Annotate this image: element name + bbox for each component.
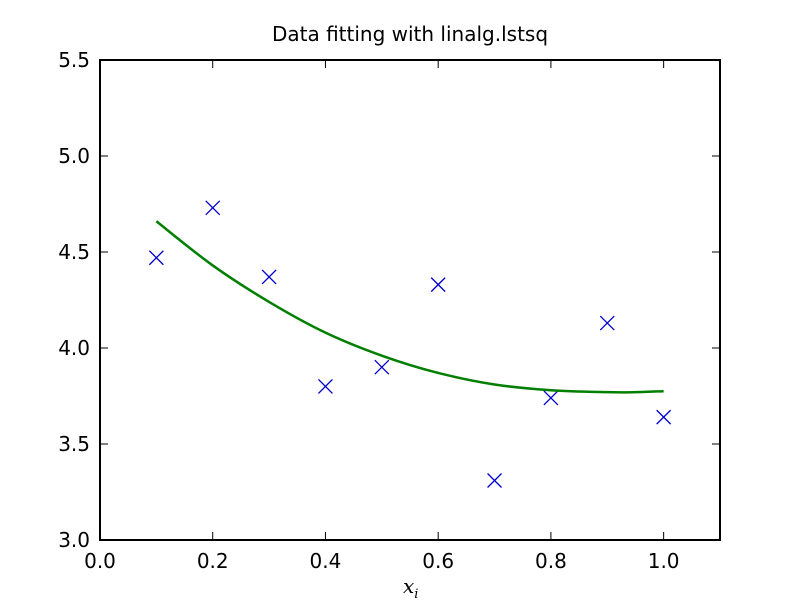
- data-point: [261, 269, 277, 285]
- y-tick-label: 5.5: [58, 48, 90, 72]
- x-tick-label: 0.0: [84, 549, 116, 573]
- x-axis: 0.0 0.2 0.4 0.6 0.8 1.0: [84, 60, 680, 573]
- data-point: [487, 473, 503, 488]
- chart-title: Data fitting with linalg.lstsq: [272, 22, 548, 46]
- y-axis: 3.0 3.5 4.0 4.5 5.0 5.5: [58, 48, 720, 552]
- x-tick-label: 0.6: [422, 549, 454, 573]
- plot-area: [148, 200, 672, 488]
- x-tick-label: 0.2: [197, 549, 229, 573]
- x-axis-label: xi: [403, 574, 418, 600]
- axes-frame: [99, 59, 721, 541]
- y-tick-label: 4.0: [58, 336, 90, 360]
- data-point: [374, 359, 390, 375]
- data-point: [317, 378, 333, 394]
- y-tick-label: 4.5: [58, 240, 90, 264]
- data-point: [205, 200, 221, 216]
- x-axis-label-main: x: [403, 574, 414, 598]
- x-tick-label: 0.4: [310, 549, 342, 573]
- x-tick-label: 1.0: [648, 549, 680, 573]
- data-point: [656, 409, 672, 425]
- data-point: [430, 277, 446, 293]
- y-tick-label: 5.0: [58, 144, 90, 168]
- x-tick-label: 0.8: [535, 549, 567, 573]
- fit-line: [155, 220, 664, 394]
- data-point: [148, 250, 164, 266]
- data-point: [599, 315, 615, 331]
- y-tick-label: 3.0: [58, 528, 90, 552]
- data-point: [543, 390, 559, 406]
- x-axis-label-subscript: i: [414, 587, 418, 600]
- y-tick-label: 3.5: [58, 432, 90, 456]
